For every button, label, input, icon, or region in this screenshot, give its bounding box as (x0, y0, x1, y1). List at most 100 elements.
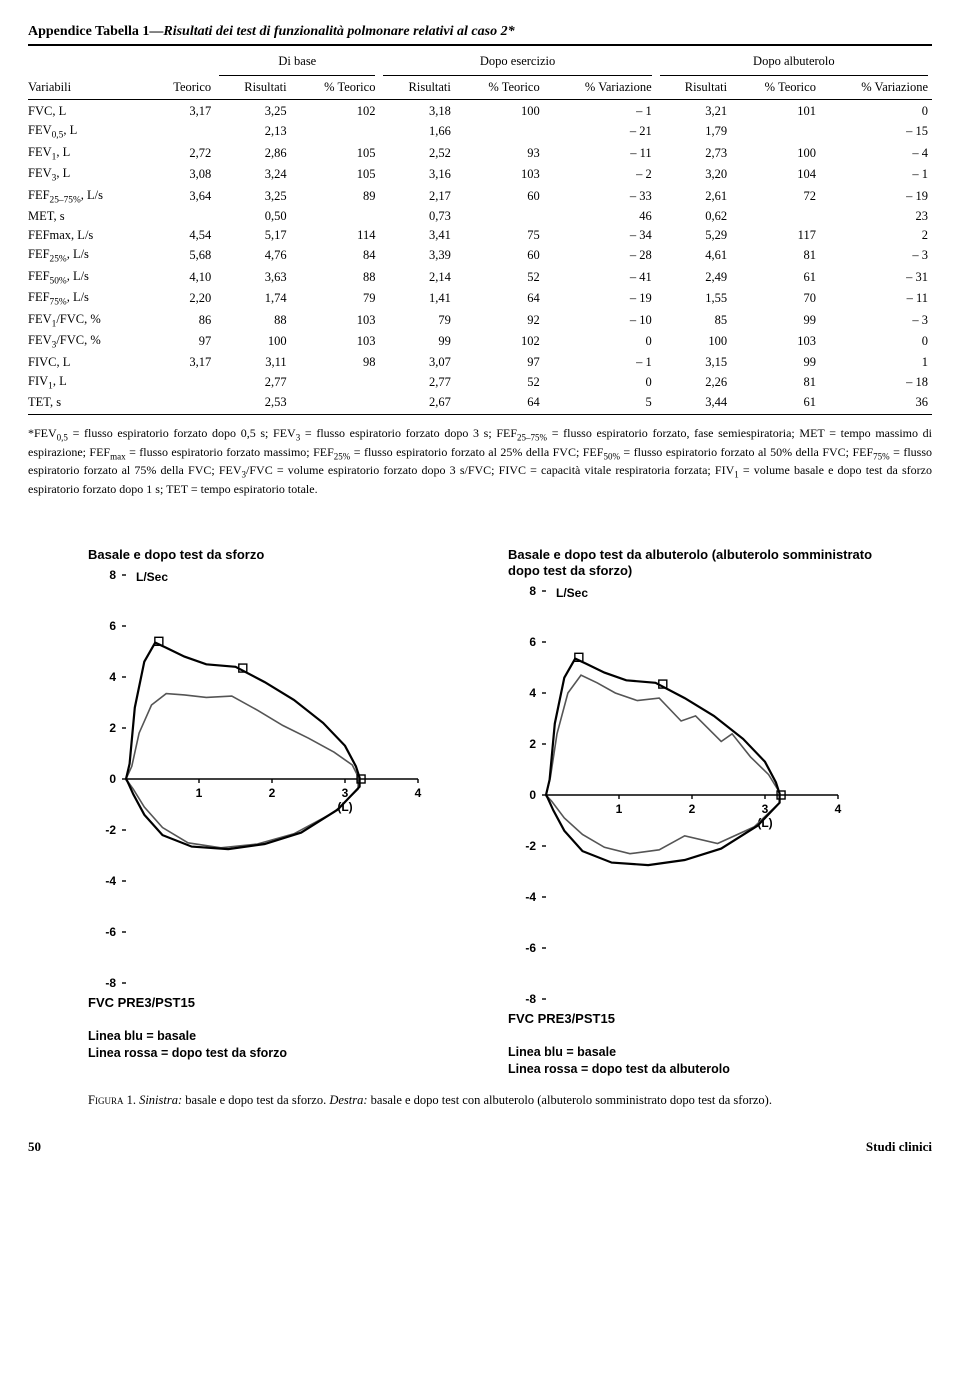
table-cell: 86 (146, 310, 215, 332)
table-cell: 3,39 (379, 245, 454, 267)
table-cell: 103 (291, 331, 380, 353)
figure-caption-text: Sinistra: basale e dopo test da sforzo. … (136, 1093, 772, 1107)
figure-label: Figura 1. (88, 1093, 136, 1107)
table-cell: 114 (291, 226, 380, 245)
table-cell: 75 (455, 226, 544, 245)
table-cell: 100 (731, 143, 820, 165)
table-cell: 88 (291, 267, 380, 289)
svg-text:2: 2 (689, 802, 696, 816)
variable-name: FEV1, L (28, 143, 146, 165)
table-cell: 2,53 (215, 393, 290, 412)
table-cell: 0 (820, 331, 932, 353)
table-cell: 102 (455, 331, 544, 353)
svg-text:4: 4 (835, 802, 842, 816)
table-cell: 1,79 (656, 121, 731, 143)
table-cell: – 41 (544, 267, 656, 289)
svg-text:-4: -4 (105, 874, 116, 888)
chart-right-svg: -8-6-4-2024681234(L)L/Sec (508, 585, 848, 1005)
table-cell: – 1 (544, 353, 656, 372)
svg-text:2: 2 (269, 786, 276, 800)
table-row: FEV3, L3,083,241053,16103– 23,20104– 1 (28, 164, 932, 186)
svg-text:6: 6 (109, 619, 116, 633)
group-underline-row (28, 71, 932, 78)
table-cell: 3,41 (379, 226, 454, 245)
table-cell: 99 (731, 353, 820, 372)
table-cell: 88 (215, 310, 290, 332)
table-cell: 93 (455, 143, 544, 165)
table-cell: 5,68 (146, 245, 215, 267)
section-name: Studi clinici (866, 1139, 932, 1155)
table-cell (731, 207, 820, 226)
svg-text:-8: -8 (525, 992, 536, 1005)
variable-name: FEV3, L (28, 164, 146, 186)
charts-row: Basale e dopo test da sforzo -8-6-4-2024… (28, 547, 932, 1078)
table-cell: 64 (455, 288, 544, 310)
chart-right-legend: Linea blu = basale Linea rossa = dopo te… (508, 1044, 888, 1078)
table-cell: 2,86 (215, 143, 290, 165)
svg-text:2: 2 (109, 721, 116, 735)
table-cell: – 11 (820, 288, 932, 310)
table-row: FEV3/FVC, %971001039910201001030 (28, 331, 932, 353)
table-cell: – 21 (544, 121, 656, 143)
variable-name: FEV0,5, L (28, 121, 146, 143)
table-cell: 52 (455, 372, 544, 394)
table-row: FVC, L3,173,251023,18100– 13,211010 (28, 102, 932, 121)
table-cell: – 3 (820, 245, 932, 267)
table-cell: 3,07 (379, 353, 454, 372)
svg-text:0: 0 (109, 772, 116, 786)
chart-right-block: Basale e dopo test da albuterolo (albute… (508, 547, 888, 1078)
table-cell: 105 (291, 164, 380, 186)
table-cell: – 31 (820, 267, 932, 289)
table-cell: 104 (731, 164, 820, 186)
table-cell (291, 393, 380, 412)
page-number: 50 (28, 1139, 41, 1155)
table-title-prefix: Appendice Tabella 1— (28, 24, 163, 39)
svg-text:-2: -2 (105, 823, 116, 837)
column-header-row: VariabiliTeoricoRisultati% TeoricoRisult… (28, 78, 932, 97)
table-cell: – 2 (544, 164, 656, 186)
table-cell (146, 393, 215, 412)
table-cell: 99 (731, 310, 820, 332)
table-cell: 85 (656, 310, 731, 332)
table-cell: 0 (544, 372, 656, 394)
table-cell: 61 (731, 393, 820, 412)
table-cell: 98 (291, 353, 380, 372)
chart-right-bottom-label: FVC PRE3/PST15 (508, 1011, 888, 1026)
table-cell: 3,25 (215, 186, 290, 208)
table-cell: 0,73 (379, 207, 454, 226)
table-cell: 4,10 (146, 267, 215, 289)
table-cell: 2,73 (656, 143, 731, 165)
table-cell: 2,17 (379, 186, 454, 208)
variable-name: FEF25%, L/s (28, 245, 146, 267)
variable-name: FEV1/FVC, % (28, 310, 146, 332)
legend-line: Linea rossa = dopo test da albuterolo (508, 1061, 888, 1078)
table-cell: 3,25 (215, 102, 290, 121)
column-header: Risultati (215, 78, 290, 97)
column-header: % Variazione (820, 78, 932, 97)
table-cell: 5 (544, 393, 656, 412)
table-row: FIVC, L3,173,11983,0797– 13,15991 (28, 353, 932, 372)
table-cell: – 1 (820, 164, 932, 186)
table-cell: 5,17 (215, 226, 290, 245)
table-cell: 23 (820, 207, 932, 226)
table-cell: 4,54 (146, 226, 215, 245)
svg-text:2: 2 (529, 737, 536, 751)
svg-text:-6: -6 (105, 925, 116, 939)
chart-left-block: Basale e dopo test da sforzo -8-6-4-2024… (88, 547, 468, 1078)
table-cell: 3,63 (215, 267, 290, 289)
table-cell: 2,13 (215, 121, 290, 143)
table-cell: 3,16 (379, 164, 454, 186)
table-cell: 79 (379, 310, 454, 332)
group-base: Di base (215, 52, 379, 71)
table-cell (291, 121, 380, 143)
variable-name: FEFmax, L/s (28, 226, 146, 245)
table-cell: 1,74 (215, 288, 290, 310)
table-cell: – 3 (820, 310, 932, 332)
table-cell: 3,20 (656, 164, 731, 186)
table-cell: 3,11 (215, 353, 290, 372)
table-cell (455, 121, 544, 143)
table-cell: 1 (820, 353, 932, 372)
table-cell (291, 372, 380, 394)
table-cell: 1,66 (379, 121, 454, 143)
svg-text:1: 1 (196, 786, 203, 800)
